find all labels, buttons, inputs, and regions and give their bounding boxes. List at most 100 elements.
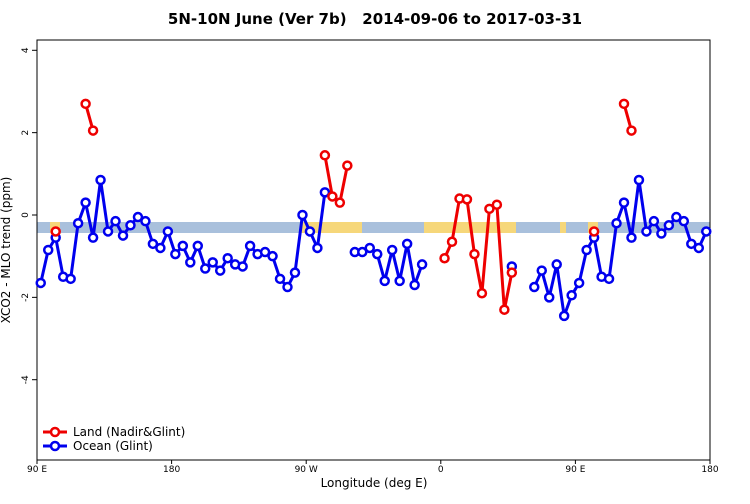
data-point	[491, 199, 503, 210]
data-point	[274, 273, 286, 285]
data-point	[558, 310, 570, 322]
data-point	[394, 275, 405, 287]
data-point	[461, 194, 473, 205]
legend-label: Land (Nadir&Glint)	[73, 425, 185, 439]
data-point	[663, 220, 675, 231]
chart-title: 5N-10N June (Ver 7b) 2014-09-06 to 2017-…	[168, 10, 582, 28]
x-tick-label: 90 E	[27, 465, 47, 475]
data-point	[701, 226, 712, 237]
y-tick-label: -4	[21, 375, 31, 384]
y-tick-label: 0	[21, 212, 31, 218]
y-tick-label: 4	[21, 47, 31, 53]
data-point	[72, 217, 84, 229]
data-point	[87, 232, 99, 243]
data-point	[207, 257, 218, 268]
data-point	[342, 160, 353, 171]
data-point	[319, 187, 331, 198]
data-point	[536, 265, 547, 276]
x-axis-title: Longitude (deg E)	[321, 476, 428, 490]
data-point	[626, 232, 637, 243]
data-point	[267, 250, 278, 262]
data-point	[140, 215, 151, 227]
y-tick-label: -2	[21, 293, 31, 302]
data-point	[304, 226, 316, 237]
y-axis-title: XCO2 - MLO trend (ppm)	[0, 177, 13, 324]
data-point	[551, 259, 562, 270]
land-band	[300, 222, 362, 233]
data-point	[244, 240, 256, 252]
data-point	[177, 240, 189, 252]
x-tick-label: 0	[438, 465, 444, 475]
data-point	[641, 226, 652, 237]
x-tick-label: 90 W	[295, 465, 318, 475]
data-point	[633, 174, 645, 186]
data-point	[484, 203, 495, 215]
x-tick-label: 180	[701, 465, 718, 475]
data-point	[581, 244, 592, 256]
y-tick-label: 2	[21, 130, 31, 136]
data-point	[499, 304, 510, 315]
data-point	[611, 217, 622, 229]
legend-marker	[49, 426, 61, 438]
data-point	[50, 226, 61, 237]
surface-band	[37, 222, 710, 233]
data-point	[87, 125, 99, 136]
data-point	[319, 150, 331, 161]
data-point	[117, 230, 129, 241]
data-point	[439, 252, 450, 264]
series	[50, 98, 637, 315]
data-point	[693, 242, 705, 254]
data-point	[364, 242, 376, 254]
data-point	[334, 197, 346, 208]
plot-frame	[36, 39, 711, 461]
x-tick-label: 90 E	[565, 465, 585, 475]
data-point	[259, 246, 271, 258]
data-point	[155, 242, 166, 254]
data-point	[65, 273, 76, 285]
legend-label: Ocean (Glint)	[73, 439, 153, 453]
data-point	[125, 220, 136, 231]
data-point	[386, 244, 398, 256]
data-point	[379, 275, 390, 287]
data-point	[162, 226, 174, 237]
data-point	[80, 98, 91, 110]
data-point	[95, 174, 106, 186]
data-point	[289, 267, 301, 278]
data-point	[110, 215, 121, 227]
data-point	[237, 261, 248, 272]
data-point	[80, 197, 91, 208]
data-point	[297, 209, 308, 221]
data-point	[409, 279, 420, 291]
data-point	[671, 211, 682, 223]
data-point	[469, 248, 480, 260]
data-point	[573, 277, 585, 289]
data-point	[416, 259, 428, 270]
data-point	[529, 281, 540, 293]
data-point	[192, 240, 204, 252]
data-point	[42, 244, 54, 256]
data-point	[656, 228, 667, 239]
data-point	[618, 197, 630, 208]
data-point	[476, 287, 488, 299]
data-point	[588, 226, 600, 237]
data-point	[648, 215, 660, 227]
data-point	[401, 238, 413, 250]
data-point	[35, 277, 46, 289]
ocean-band	[37, 222, 710, 233]
data-point	[566, 290, 577, 301]
data-point	[618, 98, 630, 110]
data-point	[446, 236, 458, 248]
series	[35, 174, 712, 322]
data-point	[678, 215, 690, 227]
data-point	[200, 263, 211, 274]
data-point	[327, 191, 338, 202]
data-point	[543, 292, 555, 303]
land-band	[560, 222, 566, 233]
data-point	[214, 265, 226, 276]
x-tick-label: 180	[163, 465, 180, 475]
data-point	[626, 125, 637, 136]
data-point	[603, 273, 615, 285]
data-point	[185, 257, 196, 268]
data-point	[357, 246, 368, 258]
